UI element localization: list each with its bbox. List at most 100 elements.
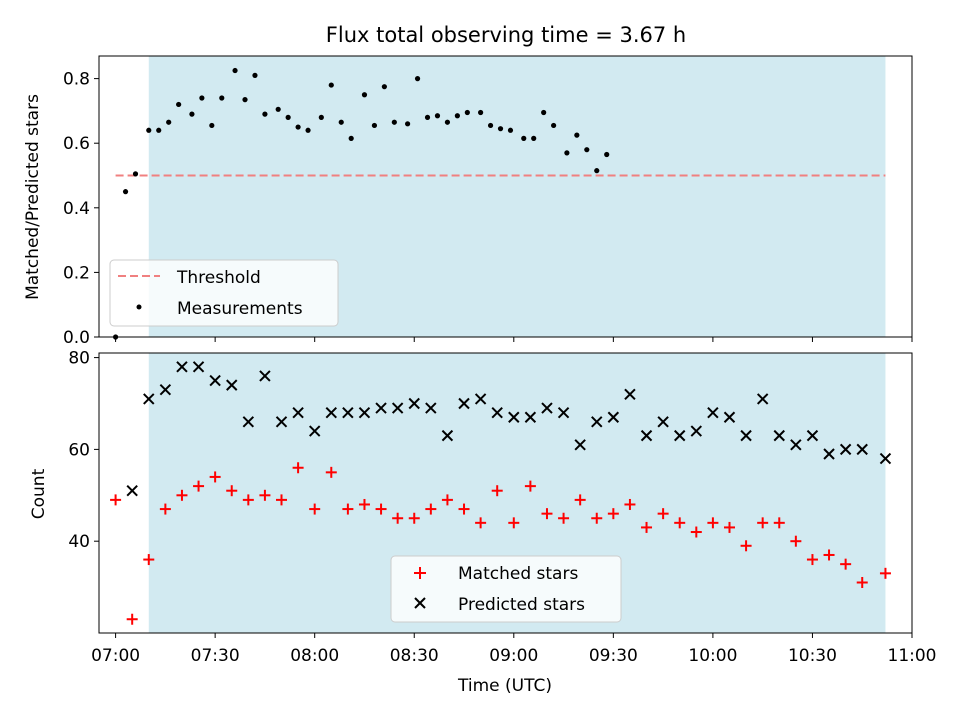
predicted-star-point [524, 411, 537, 423]
top-panel: 0.0 0.2 0.4 0.6 0.8 Flux total observing tim… [23, 23, 913, 348]
matched-star-point [740, 540, 752, 552]
measurement-point [444, 119, 451, 125]
bottom-y-tick-label: 80 [68, 349, 90, 369]
matched-star-point [392, 512, 404, 524]
matched-star-point [856, 577, 868, 589]
predicted-star-point [259, 370, 271, 382]
matched-star-point [259, 489, 271, 501]
predicted-star-point [740, 429, 752, 442]
measurement-point [176, 101, 182, 108]
matched-star-point [408, 512, 420, 524]
top-y-tick-label: 0.0 [63, 328, 90, 348]
matched-star-point [558, 512, 570, 524]
matched-star-point [823, 549, 835, 561]
measurement-point [434, 113, 441, 119]
measurement-point [531, 135, 537, 141]
x-tick-label: 09:30 [589, 646, 638, 666]
bottom-legend-box [390, 555, 622, 623]
measurement-point [252, 72, 258, 78]
matched-star-point [541, 508, 553, 520]
measurements-legend-label: Measurements [177, 299, 303, 319]
measurement-point [541, 109, 547, 116]
predicted-star-point [879, 452, 892, 465]
predicted-star-point [408, 397, 420, 410]
predicted-star-point [574, 439, 586, 451]
predicted-star-point [275, 416, 288, 428]
measurement-point [391, 119, 397, 125]
measurement-point [361, 92, 368, 98]
x-tick-label: 09:00 [489, 646, 538, 666]
matched-star-point [524, 480, 536, 492]
matched-stars-legend-label: Matched stars [458, 564, 578, 584]
top-y-axis-label: Matched/Predicted stars [23, 94, 43, 300]
chart-title: Flux total observing time = 3.67 h [326, 23, 686, 47]
predicted-star-point [607, 411, 620, 423]
measurement-point [189, 111, 195, 117]
matched-star-point [657, 508, 669, 520]
measurement-point [305, 127, 311, 133]
matched-star-point [242, 494, 254, 506]
measurement-point [478, 109, 484, 116]
predicted-star-point [292, 406, 304, 419]
measurement-point [551, 122, 557, 129]
matched-star-point [806, 554, 818, 566]
predicted-star-point [756, 393, 769, 405]
measurement-point [487, 122, 494, 129]
predicted-star-point [325, 406, 337, 419]
matched-star-point [879, 567, 891, 579]
x-tick-label: 07:00 [91, 646, 140, 666]
matched-star-point [707, 517, 719, 529]
measurement-point [574, 132, 580, 138]
bottom-legend: Matched stars Predicted stars [390, 555, 622, 623]
measurement-point [424, 114, 431, 120]
predicted-star-point [856, 443, 868, 456]
matched-star-point [425, 503, 437, 515]
predicted-star-point [674, 429, 686, 442]
matched-star-point [624, 498, 636, 510]
predicted-star-point [839, 443, 852, 456]
predicted-star-point [192, 361, 205, 373]
measurement-point [594, 168, 600, 174]
matched-star-point [276, 494, 288, 506]
predicted-star-point [541, 402, 553, 414]
bottom-panel-frame [98, 352, 913, 634]
top-panel-frame [98, 55, 913, 338]
measurement-point [328, 82, 334, 88]
matched-star-point [840, 558, 852, 570]
measurement-point [285, 114, 291, 120]
predicted-stars-legend-swatch [414, 597, 426, 609]
matched-stars-legend-swatch [414, 567, 426, 579]
matched-star-point [591, 512, 603, 524]
matched-star-point [723, 521, 735, 533]
matched-star-point [458, 503, 470, 515]
predicted-star-point [342, 406, 354, 419]
measurement-point [242, 97, 248, 103]
top-y-tick-label: 0.8 [63, 70, 90, 90]
predicted-star-point [458, 397, 470, 410]
predicted-star-point [126, 484, 138, 497]
predicted-star-point [176, 361, 188, 373]
measurement-point [414, 76, 421, 82]
predicted-star-point [690, 425, 703, 437]
measurement-point [381, 84, 387, 90]
threshold-legend-label: Threshold [176, 268, 261, 288]
measurement-point [497, 126, 504, 132]
measurement-point [262, 111, 268, 117]
predicted-star-point [209, 374, 221, 387]
measurements-legend-swatch [136, 304, 142, 310]
matched-star-point [358, 498, 370, 510]
predicted-star-point [474, 393, 487, 405]
measurement-point [521, 135, 527, 141]
matched-star-point [193, 480, 205, 492]
measurement-point [146, 127, 152, 133]
predicted-star-point [308, 425, 321, 437]
measurement-point [122, 189, 129, 195]
matched-star-point [674, 517, 686, 529]
predicted-star-point [159, 384, 172, 396]
measurement-point [232, 67, 238, 74]
predicted-stars-legend-label: Predicted stars [458, 595, 585, 615]
top-legend: Threshold Measurements [109, 259, 339, 327]
measurement-point [464, 109, 470, 116]
top-y-tick-label: 0.2 [63, 263, 90, 283]
predicted-star-point [790, 439, 802, 451]
